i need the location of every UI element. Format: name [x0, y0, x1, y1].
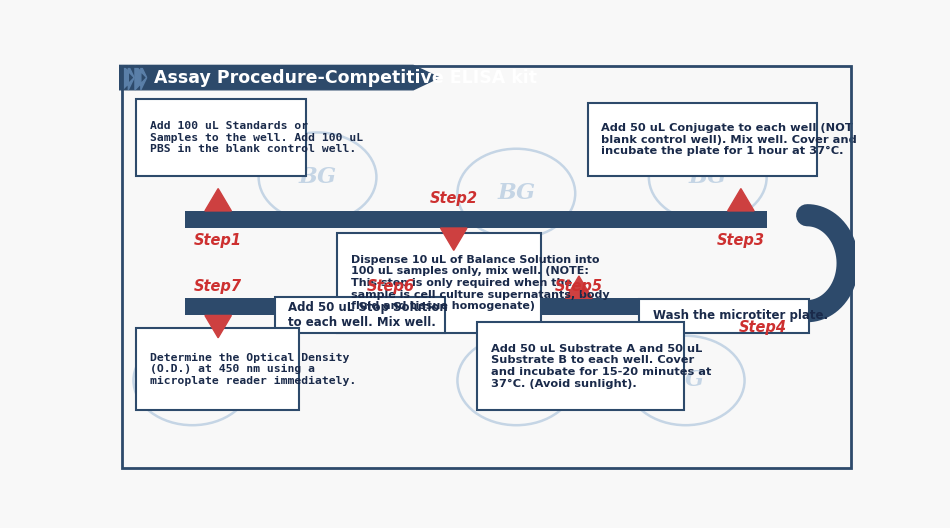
Polygon shape [205, 188, 232, 211]
FancyBboxPatch shape [137, 328, 299, 410]
Polygon shape [565, 276, 592, 298]
Polygon shape [135, 65, 146, 90]
Text: Dispense 10 uL of Balance Solution into
100 uL samples only, mix well. (NOTE:
Th: Dispense 10 uL of Balance Solution into … [351, 254, 609, 311]
Text: Step7: Step7 [194, 279, 242, 294]
FancyBboxPatch shape [137, 99, 307, 176]
Text: Step1: Step1 [194, 233, 242, 248]
Text: Add 50 uL Stop Solution
to each well. Mix well.: Add 50 uL Stop Solution to each well. Mi… [288, 301, 447, 329]
Text: Step6: Step6 [367, 279, 415, 294]
Polygon shape [123, 65, 134, 90]
FancyBboxPatch shape [275, 297, 445, 333]
Text: Step2: Step2 [429, 191, 478, 206]
Text: Step5: Step5 [555, 279, 603, 294]
Text: BG: BG [689, 166, 727, 188]
FancyBboxPatch shape [185, 298, 767, 315]
Polygon shape [119, 65, 439, 90]
FancyBboxPatch shape [337, 233, 541, 333]
FancyBboxPatch shape [185, 211, 767, 228]
Polygon shape [441, 228, 467, 250]
Text: Add 100 uL Standards or
Samples to the well. Add 100 uL
PBS in the blank control: Add 100 uL Standards or Samples to the w… [150, 121, 363, 154]
Text: BG: BG [173, 370, 212, 391]
Text: Step4: Step4 [739, 320, 787, 335]
FancyBboxPatch shape [477, 322, 684, 410]
Text: Add 50 uL Substrate A and 50 uL
Substrate B to each well. Cover
and incubate for: Add 50 uL Substrate A and 50 uL Substrat… [490, 344, 711, 389]
Text: BG: BG [497, 183, 536, 204]
Text: Determine the Optical Density
(O.D.) at 450 nm using a
microplate reader immedia: Determine the Optical Density (O.D.) at … [150, 353, 356, 386]
Text: Step3: Step3 [717, 233, 765, 248]
Text: Add 50 uL Conjugate to each well (NOT
blank control well). Mix well. Cover and
i: Add 50 uL Conjugate to each well (NOT bl… [601, 123, 857, 156]
FancyBboxPatch shape [588, 103, 817, 176]
Text: BG: BG [497, 370, 536, 391]
Text: Wash the microtiter plate.: Wash the microtiter plate. [653, 309, 827, 322]
Text: BG: BG [298, 166, 336, 188]
Polygon shape [205, 315, 232, 338]
Text: Assay Procedure-Competitive ELISA kit: Assay Procedure-Competitive ELISA kit [154, 69, 537, 87]
Text: BG: BG [667, 370, 705, 391]
Polygon shape [728, 188, 754, 211]
FancyBboxPatch shape [639, 299, 809, 333]
